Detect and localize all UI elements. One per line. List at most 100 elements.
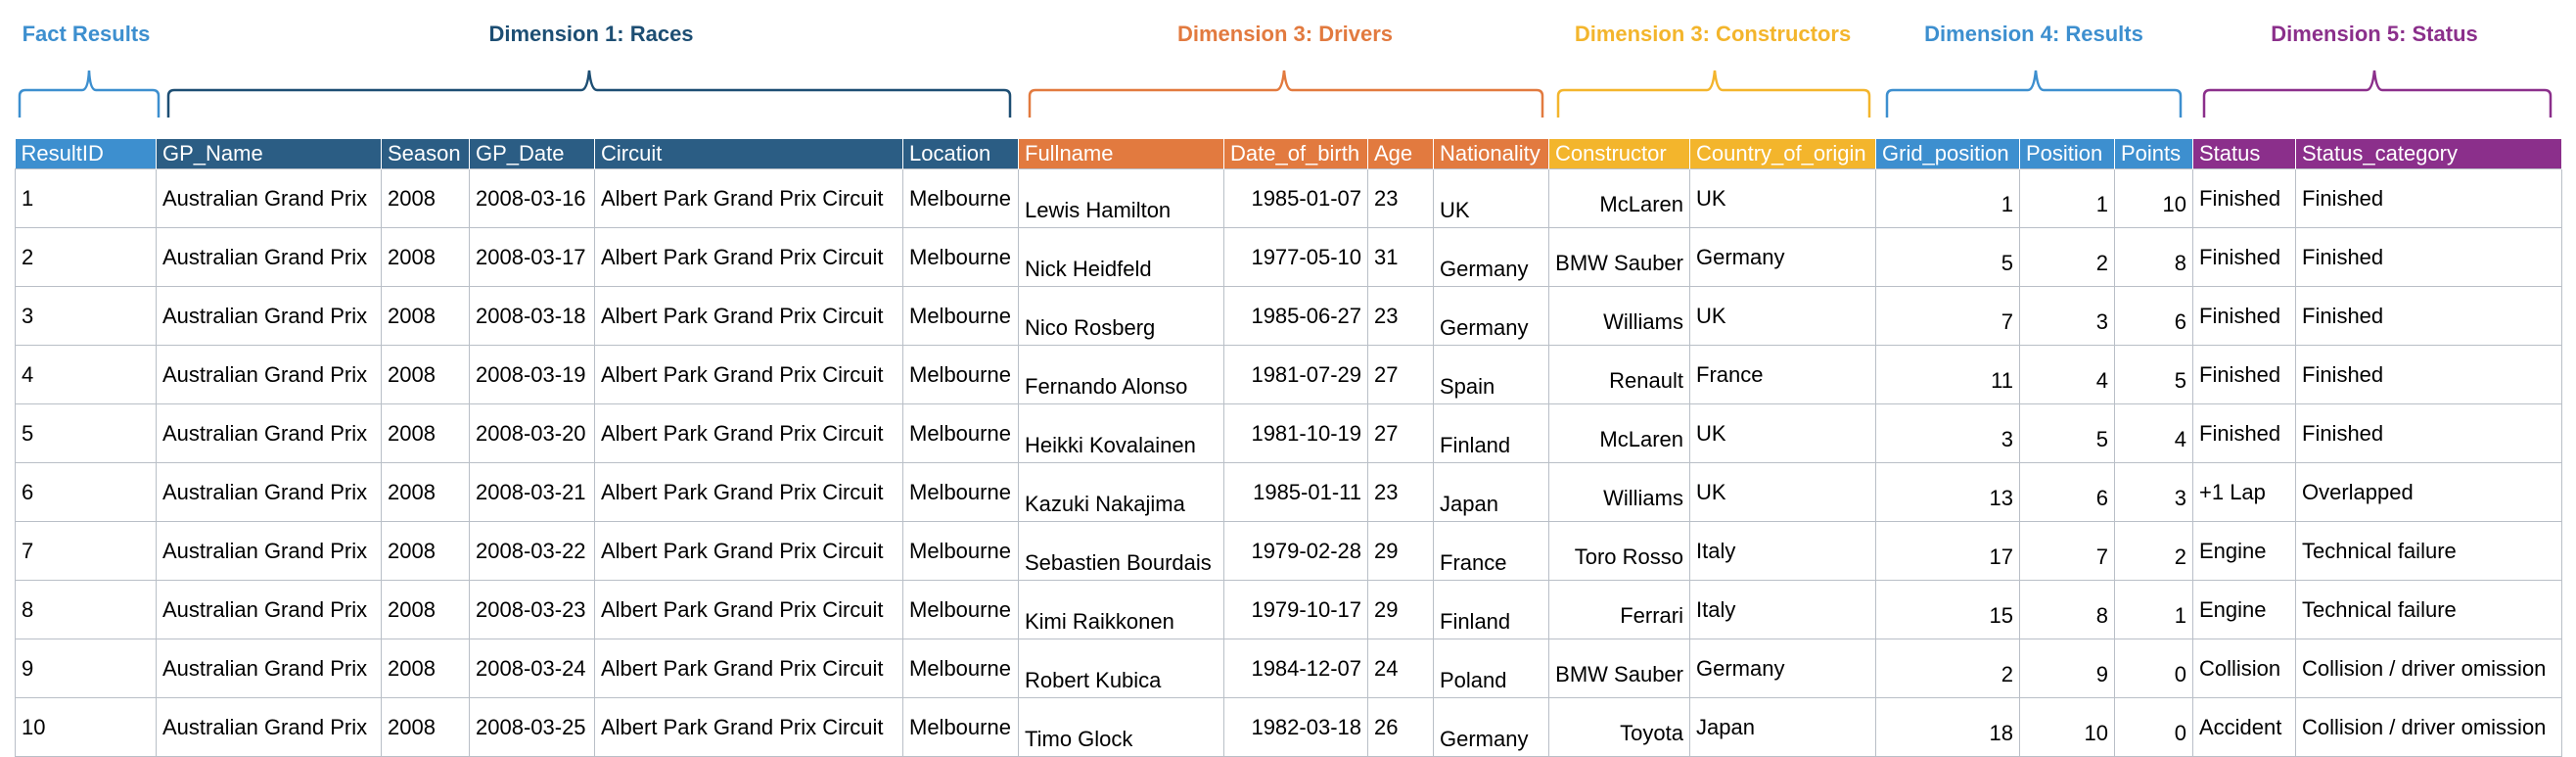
- cell-fullname: Heikki Kovalainen: [1018, 403, 1224, 463]
- cell-circuit: Albert Park Grand Prix Circuit: [594, 697, 903, 757]
- cell-circuit: Albert Park Grand Prix Circuit: [594, 462, 903, 522]
- cell-circuit: Albert Park Grand Prix Circuit: [594, 580, 903, 639]
- cell-nationality: Japan: [1433, 462, 1549, 522]
- cell-constructor: Renault: [1548, 345, 1690, 404]
- cell-gp-date: 2008-03-25: [469, 697, 595, 757]
- cell-result-id: 2: [15, 227, 157, 287]
- cell-season: 2008: [381, 345, 470, 404]
- cell-position: 8: [2019, 580, 2115, 639]
- cell-nationality: Germany: [1433, 227, 1549, 287]
- cell-gp-name: Australian Grand Prix: [156, 227, 382, 287]
- column-header-date-of-birth: Date_of_birth: [1223, 139, 1368, 169]
- cell-date-of-birth: 1984-12-07: [1223, 639, 1368, 698]
- cell-grid-position: 7: [1875, 286, 2020, 346]
- cell-constructor: BMW Sauber: [1548, 227, 1690, 287]
- cell-date-of-birth: 1977-05-10: [1223, 227, 1368, 287]
- cell-gp-date: 2008-03-16: [469, 168, 595, 228]
- cell-status-category: Finished: [2295, 345, 2562, 404]
- cell-position: 1: [2019, 168, 2115, 228]
- cell-location: Melbourne: [902, 697, 1019, 757]
- cell-nationality: Poland: [1433, 639, 1549, 698]
- cell-gp-name: Australian Grand Prix: [156, 403, 382, 463]
- cell-position: 5: [2019, 403, 2115, 463]
- cell-position: 9: [2019, 639, 2115, 698]
- brace-results: [1885, 70, 2183, 118]
- cell-constructor: Williams: [1548, 462, 1690, 522]
- cell-fullname: Lewis Hamilton: [1018, 168, 1224, 228]
- column-header-grid-position: Grid_position: [1875, 139, 2020, 169]
- cell-season: 2008: [381, 403, 470, 463]
- cell-points: 10: [2114, 168, 2193, 228]
- cell-gp-date: 2008-03-19: [469, 345, 595, 404]
- cell-location: Melbourne: [902, 462, 1019, 522]
- cell-status: Finished: [2192, 403, 2296, 463]
- cell-age: 23: [1367, 168, 1434, 228]
- cell-nationality: Germany: [1433, 286, 1549, 346]
- brace-races: [166, 70, 1012, 118]
- cell-grid-position: 3: [1875, 403, 2020, 463]
- cell-position: 4: [2019, 345, 2115, 404]
- column-header-result-id: ResultID: [15, 139, 157, 169]
- cell-country-of-origin: Germany: [1689, 227, 1876, 287]
- cell-gp-date: 2008-03-17: [469, 227, 595, 287]
- cell-points: 8: [2114, 227, 2193, 287]
- cell-nationality: Germany: [1433, 697, 1549, 757]
- column-header-location: Location: [902, 139, 1019, 169]
- brace-fact: [18, 70, 161, 118]
- cell-status-category: Collision / driver omission: [2295, 697, 2562, 757]
- cell-result-id: 8: [15, 580, 157, 639]
- cell-nationality: Finland: [1433, 403, 1549, 463]
- cell-gp-name: Australian Grand Prix: [156, 521, 382, 581]
- cell-status: Finished: [2192, 168, 2296, 228]
- cell-constructor: BMW Sauber: [1548, 639, 1690, 698]
- cell-position: 7: [2019, 521, 2115, 581]
- group-title-races: Dimension 1: Races: [488, 22, 694, 46]
- cell-points: 6: [2114, 286, 2193, 346]
- cell-date-of-birth: 1985-06-27: [1223, 286, 1368, 346]
- cell-points: 0: [2114, 639, 2193, 698]
- cell-result-id: 10: [15, 697, 157, 757]
- cell-fullname: Sebastien Bourdais: [1018, 521, 1224, 581]
- cell-status: Engine: [2192, 580, 2296, 639]
- cell-circuit: Albert Park Grand Prix Circuit: [594, 403, 903, 463]
- cell-status-category: Finished: [2295, 227, 2562, 287]
- results-table: ResultID GP_Name Season GP_Date Circuit Locat…: [15, 139, 2562, 757]
- cell-gp-date: 2008-03-24: [469, 639, 595, 698]
- cell-gp-date: 2008-03-22: [469, 521, 595, 581]
- cell-country-of-origin: France: [1689, 345, 1876, 404]
- cell-age: 27: [1367, 403, 1434, 463]
- cell-location: Melbourne: [902, 521, 1019, 581]
- cell-status-category: Collision / driver omission: [2295, 639, 2562, 698]
- table-row: 3 Australian Grand Prix 2008 2008-03-18 Albe…: [15, 286, 2562, 346]
- cell-nationality: UK: [1433, 168, 1549, 228]
- cell-points: 2: [2114, 521, 2193, 581]
- cell-country-of-origin: UK: [1689, 403, 1876, 463]
- cell-location: Melbourne: [902, 286, 1019, 346]
- cell-nationality: Finland: [1433, 580, 1549, 639]
- cell-points: 3: [2114, 462, 2193, 522]
- cell-date-of-birth: 1985-01-11: [1223, 462, 1368, 522]
- cell-nationality: Spain: [1433, 345, 1549, 404]
- cell-location: Melbourne: [902, 403, 1019, 463]
- column-header-age: Age: [1367, 139, 1434, 169]
- column-header-nationality: Nationality: [1433, 139, 1549, 169]
- column-header-status: Status: [2192, 139, 2296, 169]
- cell-season: 2008: [381, 168, 470, 228]
- table-row: 8 Australian Grand Prix 2008 2008-03-23 Albe…: [15, 580, 2562, 639]
- cell-grid-position: 11: [1875, 345, 2020, 404]
- column-header-position: Position: [2019, 139, 2115, 169]
- cell-status: Finished: [2192, 227, 2296, 287]
- cell-country-of-origin: UK: [1689, 286, 1876, 346]
- group-title-constructors: Dimension 3: Constructors: [1574, 22, 1852, 46]
- cell-points: 1: [2114, 580, 2193, 639]
- cell-circuit: Albert Park Grand Prix Circuit: [594, 227, 903, 287]
- cell-fullname: Kimi Raikkonen: [1018, 580, 1224, 639]
- cell-points: 0: [2114, 697, 2193, 757]
- cell-age: 23: [1367, 286, 1434, 346]
- cell-season: 2008: [381, 227, 470, 287]
- column-header-fullname: Fullname: [1018, 139, 1224, 169]
- cell-gp-name: Australian Grand Prix: [156, 345, 382, 404]
- cell-date-of-birth: 1982-03-18: [1223, 697, 1368, 757]
- table-row: 1 Australian Grand Prix 2008 2008-03-16 Albe…: [15, 168, 2562, 228]
- cell-season: 2008: [381, 639, 470, 698]
